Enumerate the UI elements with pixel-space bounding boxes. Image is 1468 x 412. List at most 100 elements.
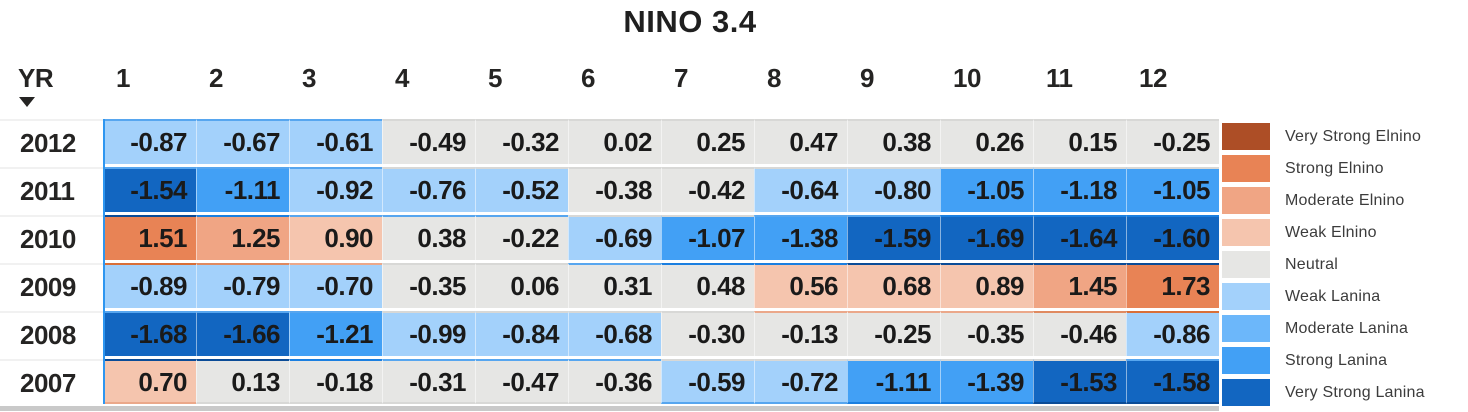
heatmap-cell-2007-m2: 0.13 (196, 359, 289, 404)
heatmap-cell-2012-m3: -0.61 (289, 119, 382, 164)
heatmap-cell-2008-m3: -1.21 (289, 311, 382, 356)
heatmap-cell-2008-m9: -0.25 (847, 311, 940, 356)
legend-item-weak_lanina: Weak Lanina (1222, 283, 1468, 310)
year-label-2009: 2009 (0, 263, 103, 308)
month-column-header-10[interactable]: 10 (953, 63, 981, 93)
year-label-2007: 2007 (0, 359, 103, 404)
month-column-header-9[interactable]: 9 (860, 63, 874, 93)
heatmap-cell-2007-m8: -0.72 (754, 359, 847, 404)
heatmap-cell-2009-m5: 0.06 (475, 263, 568, 308)
legend-item-neutral: Neutral (1222, 251, 1468, 278)
heatmap-cell-2010-m4: 0.38 (382, 215, 475, 260)
heatmap-cell-2010-m9: -1.59 (847, 215, 940, 260)
legend-item-strong_lanina: Strong Lanina (1222, 347, 1468, 374)
heatmap-cell-2009-m10: 0.89 (940, 263, 1033, 308)
heatmap-cell-2011-m7: -0.42 (661, 167, 754, 212)
heatmap-cell-2011-m11: -1.18 (1033, 167, 1126, 212)
legend-label: Very Strong Lanina (1285, 383, 1425, 401)
legend-label: Very Strong Elnino (1285, 127, 1422, 145)
horizontal-scrollbar[interactable] (0, 406, 1219, 411)
legend: Very Strong Elnino Strong Elnino Moderate … (1222, 123, 1468, 406)
heatmap-cell-2010-m6: -0.69 (568, 215, 661, 260)
heatmap-cell-2011-m3: -0.92 (289, 167, 382, 212)
legend-swatch-neutral (1222, 251, 1270, 278)
month-column-header-1[interactable]: 1 (116, 63, 130, 93)
heatmap-cell-2007-m5: -0.47 (475, 359, 568, 404)
heatmap-cell-2012-m11: 0.15 (1033, 119, 1126, 164)
heatmap-cell-2010-m5: -0.22 (475, 215, 568, 260)
legend-swatch-strong_lanina (1222, 347, 1270, 374)
heatmap-cell-2008-m7: -0.30 (661, 311, 754, 356)
heatmap-cell-2011-m6: -0.38 (568, 167, 661, 212)
year-label-2010: 2010 (0, 215, 103, 260)
heatmap-cell-2009-m8: 0.56 (754, 263, 847, 308)
heatmap-cell-2012-m6: 0.02 (568, 119, 661, 164)
heatmap-cell-2011-m2: -1.11 (196, 167, 289, 212)
month-column-header-5[interactable]: 5 (488, 63, 502, 93)
heatmap-cell-2011-m10: -1.05 (940, 167, 1033, 212)
heatmap-cell-2012-m1: -0.87 (103, 119, 196, 164)
year-data-divider (103, 119, 105, 404)
heatmap-cell-2008-m12: -0.86 (1126, 311, 1219, 356)
legend-swatch-moderate_elnino (1222, 187, 1270, 214)
heatmap-cell-2012-m12: -0.25 (1126, 119, 1219, 164)
legend-label: Weak Elnino (1285, 223, 1377, 241)
month-column-header-12[interactable]: 12 (1139, 63, 1167, 93)
heatmap-cell-2007-m6: -0.36 (568, 359, 661, 404)
legend-label: Strong Lanina (1285, 351, 1388, 369)
month-column-header-8[interactable]: 8 (767, 63, 781, 93)
month-column-header-7[interactable]: 7 (674, 63, 688, 93)
month-column-header-2[interactable]: 2 (209, 63, 223, 93)
heatmap-cell-2009-m9: 0.68 (847, 263, 940, 308)
legend-item-very_strong_elnino: Very Strong Elnino (1222, 123, 1468, 150)
heatmap-cell-2010-m1: 1.51 (103, 215, 196, 260)
month-column-header-6[interactable]: 6 (581, 63, 595, 93)
month-column-header-3[interactable]: 3 (302, 63, 316, 93)
legend-label: Weak Lanina (1285, 287, 1381, 305)
heatmap-cell-2012-m8: 0.47 (754, 119, 847, 164)
legend-swatch-moderate_lanina (1222, 315, 1270, 342)
legend-swatch-very_strong_elnino (1222, 123, 1270, 150)
heatmap-cell-2009-m3: -0.70 (289, 263, 382, 308)
legend-swatch-strong_elnino (1222, 155, 1270, 182)
year-label-2011: 2011 (0, 167, 103, 212)
legend-label: Strong Elnino (1285, 159, 1384, 177)
legend-swatch-very_strong_lanina (1222, 379, 1270, 406)
heatmap-cell-2008-m5: -0.84 (475, 311, 568, 356)
chart-title: NINO 3.4 (623, 4, 757, 39)
year-label-2008: 2008 (0, 311, 103, 356)
heatmap-cell-2011-m8: -0.64 (754, 167, 847, 212)
heatmap-cell-2007-m9: -1.11 (847, 359, 940, 404)
heatmap-cell-2012-m4: -0.49 (382, 119, 475, 164)
year-column-header-label: YR (18, 63, 54, 93)
month-column-header-4[interactable]: 4 (395, 63, 409, 93)
column-headers: YR 1 2 3 4 5 6 7 8 9 10 11 12 (0, 62, 1219, 107)
heatmap-cell-2009-m7: 0.48 (661, 263, 754, 308)
heatmap-cell-2012-m5: -0.32 (475, 119, 568, 164)
heatmap-cell-2008-m10: -0.35 (940, 311, 1033, 356)
heatmap-cell-2012-m7: 0.25 (661, 119, 754, 164)
year-column-header[interactable]: YR (0, 62, 103, 107)
legend-item-strong_elnino: Strong Elnino (1222, 155, 1468, 182)
heatmap-cell-2008-m4: -0.99 (382, 311, 475, 356)
heatmap-cell-2007-m10: -1.39 (940, 359, 1033, 404)
heatmap-cell-2009-m11: 1.45 (1033, 263, 1126, 308)
heatmap-cell-2007-m3: -0.18 (289, 359, 382, 404)
legend-label: Moderate Lanina (1285, 319, 1409, 337)
heatmap-cell-2011-m9: -0.80 (847, 167, 940, 212)
legend-swatch-weak_elnino (1222, 219, 1270, 246)
heatmap-cell-2009-m1: -0.89 (103, 263, 196, 308)
heatmap-cell-2010-m11: -1.64 (1033, 215, 1126, 260)
heatmap-cell-2009-m4: -0.35 (382, 263, 475, 308)
sort-descending-icon (19, 97, 35, 107)
legend-item-very_strong_lanina: Very Strong Lanina (1222, 379, 1468, 406)
heatmap-cell-2011-m5: -0.52 (475, 167, 568, 212)
month-column-header-11[interactable]: 11 (1046, 63, 1073, 93)
legend-item-weak_elnino: Weak Elnino (1222, 219, 1468, 246)
heatmap-cell-2010-m8: -1.38 (754, 215, 847, 260)
heatmap-cell-2011-m1: -1.54 (103, 167, 196, 212)
heatmap-cell-2010-m3: 0.90 (289, 215, 382, 260)
heatmap-cell-2011-m12: -1.05 (1126, 167, 1219, 212)
heatmap-cell-2011-m4: -0.76 (382, 167, 475, 212)
